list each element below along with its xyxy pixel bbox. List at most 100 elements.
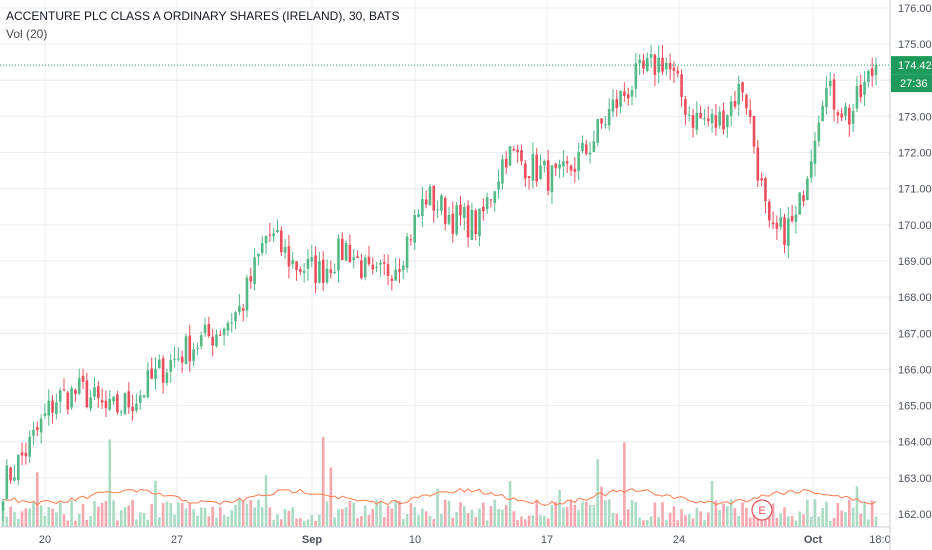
candle-body xyxy=(520,150,523,162)
volume-bar xyxy=(809,516,813,527)
candle xyxy=(703,109,706,125)
volume-bar xyxy=(325,501,329,527)
volume-bar xyxy=(474,516,478,527)
volume-bar xyxy=(97,506,100,527)
candle xyxy=(245,274,249,318)
candle xyxy=(455,201,458,237)
candle-body xyxy=(760,178,763,181)
volume-bar xyxy=(752,515,756,527)
volume-bar xyxy=(310,514,314,527)
candle xyxy=(348,234,352,263)
volume-bar xyxy=(207,516,211,527)
volume-bar xyxy=(653,502,657,527)
volume-bar xyxy=(20,511,24,527)
volume-bar xyxy=(154,480,157,527)
earnings-circle[interactable] xyxy=(751,499,773,521)
candle-body xyxy=(356,256,359,259)
volume-bar xyxy=(737,516,741,527)
volume-bar xyxy=(249,500,253,527)
volume-bar xyxy=(234,504,237,527)
candle xyxy=(5,459,9,501)
candle xyxy=(684,95,687,125)
candle xyxy=(745,93,748,116)
candle-body xyxy=(584,144,588,154)
candle-body xyxy=(775,222,779,229)
candle xyxy=(592,130,596,152)
candle-body xyxy=(501,159,504,184)
volume-bar xyxy=(703,519,706,527)
candle-body xyxy=(169,360,173,372)
candle xyxy=(127,382,131,414)
candle-body xyxy=(1,501,5,511)
candle-body xyxy=(135,403,138,411)
candle-body xyxy=(142,395,146,398)
volume-bar xyxy=(447,500,451,527)
candle xyxy=(314,246,317,294)
candle xyxy=(611,89,615,117)
candle-body xyxy=(645,58,649,71)
candle xyxy=(401,260,405,279)
volume-bar xyxy=(150,504,153,527)
volume-bar xyxy=(184,508,188,527)
earnings-marker[interactable]: E xyxy=(751,499,773,521)
candle-body xyxy=(184,336,188,365)
candle-body xyxy=(398,269,401,272)
price-tick-label: 176.00 xyxy=(898,3,932,15)
candle xyxy=(340,232,344,261)
candle-body xyxy=(5,465,9,500)
candle-body xyxy=(51,400,54,413)
time-tick-label: 17 xyxy=(541,534,553,546)
candle xyxy=(93,377,96,400)
volume-bar xyxy=(592,504,596,527)
candle-body xyxy=(348,245,352,263)
candle-body xyxy=(531,153,535,181)
candle xyxy=(573,157,577,183)
volume-bar xyxy=(558,489,561,527)
candle-body xyxy=(516,149,519,153)
volume-bar xyxy=(112,500,115,527)
volume-bar xyxy=(802,514,805,527)
volume-bar xyxy=(375,499,378,527)
volume-bar xyxy=(554,501,558,527)
candle-body xyxy=(741,82,744,93)
volume-bar xyxy=(196,515,199,527)
volume-bar xyxy=(100,502,104,527)
symbol-title[interactable]: ACCENTURE PLC CLASS A ORDINARY SHARES (I… xyxy=(6,9,400,23)
time-tick-label: 27 xyxy=(171,534,183,546)
candle xyxy=(630,85,634,106)
candle xyxy=(379,259,382,277)
candle-body xyxy=(497,181,500,190)
volume-bar xyxy=(104,501,108,527)
candle-body xyxy=(47,400,51,416)
candle-body xyxy=(32,429,35,436)
candle-body xyxy=(70,388,73,408)
candle xyxy=(58,387,62,414)
candle-body xyxy=(665,62,668,70)
candle-body xyxy=(813,141,817,164)
candle-body xyxy=(131,406,134,412)
volume-bar xyxy=(516,520,519,527)
candle xyxy=(394,257,397,281)
candle xyxy=(558,159,561,179)
volume-bar xyxy=(828,520,832,527)
volume-indicator-label[interactable]: Vol (20) xyxy=(6,27,48,41)
volume-bar xyxy=(523,519,527,527)
volume-bar xyxy=(302,520,306,527)
volume-bar xyxy=(436,488,439,527)
candle-body xyxy=(474,210,478,235)
candle xyxy=(520,144,523,166)
candle xyxy=(482,198,485,221)
volume-bar xyxy=(85,520,89,527)
volume-bar xyxy=(748,517,752,527)
candle xyxy=(165,368,169,387)
candle-body xyxy=(321,259,325,283)
candle-body xyxy=(249,276,253,282)
candle-body xyxy=(409,239,413,241)
candle-body xyxy=(848,107,851,125)
candle-body xyxy=(344,243,348,261)
candle xyxy=(539,154,542,180)
candle-body xyxy=(787,218,790,247)
candle-body xyxy=(436,209,439,211)
candle-body xyxy=(360,260,363,279)
